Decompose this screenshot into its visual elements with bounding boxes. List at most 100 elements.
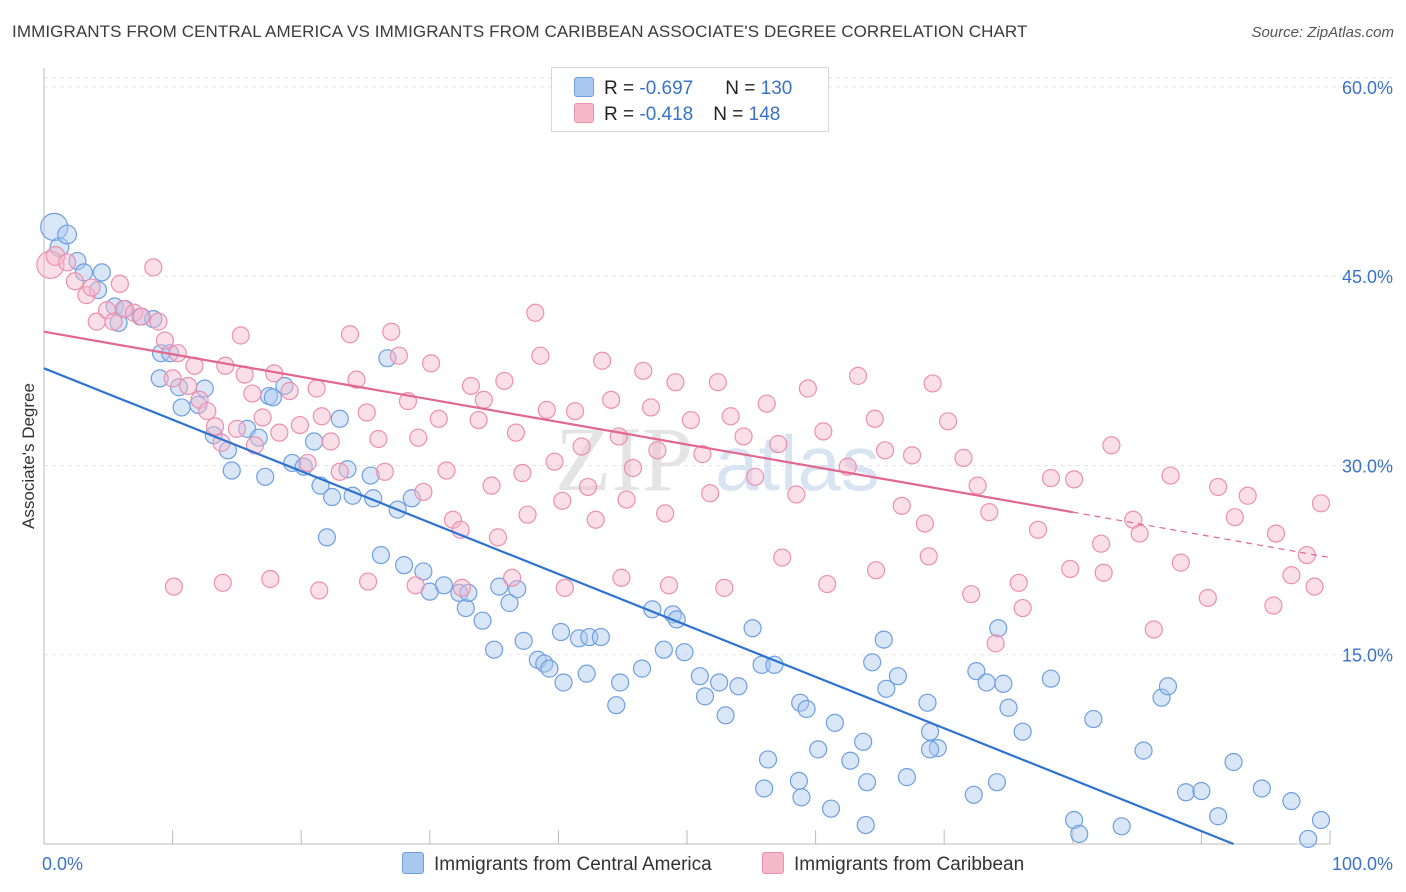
data-point-pink: [537, 400, 556, 420]
data-point-pink: [495, 371, 514, 391]
data-point-pink: [144, 258, 163, 277]
data-point-blue: [402, 489, 421, 508]
data-point-blue: [710, 673, 729, 692]
data-point-pink: [1264, 596, 1283, 615]
data-point-blue: [222, 461, 241, 480]
data-point-blue: [92, 263, 111, 282]
data-point-blue: [964, 785, 983, 804]
data-point-blue: [854, 732, 873, 751]
data-point-blue: [330, 409, 349, 428]
chart-title: IMMIGRANTS FROM CENTRAL AMERICA VS IMMIG…: [12, 22, 1028, 41]
data-point-blue: [1064, 810, 1084, 830]
data-point-pink: [1009, 573, 1028, 592]
data-point-pink: [307, 379, 326, 398]
data-point-pink: [389, 346, 409, 365]
data-point-pink: [298, 453, 317, 473]
axes: [43, 68, 1331, 845]
data-point-blue: [928, 739, 947, 758]
data-point-pink: [612, 568, 631, 587]
data-point-pink: [681, 410, 700, 430]
data-point-blue: [758, 750, 778, 769]
data-point-pink: [375, 462, 394, 481]
data-point-blue: [514, 631, 533, 650]
data-point-pink: [340, 325, 360, 344]
data-point-blue: [361, 466, 380, 485]
data-point-pink: [555, 578, 574, 597]
data-point-pink: [666, 373, 685, 392]
data-point-pink: [818, 574, 837, 594]
data-point-blue: [690, 667, 709, 686]
data-point-pink: [693, 445, 712, 464]
data-point-blue: [1192, 781, 1211, 801]
data-point-blue: [57, 224, 78, 245]
data-point-pink: [132, 307, 151, 326]
data-point-pink: [578, 477, 598, 497]
data-point-pink: [962, 585, 981, 604]
data-point-pink: [503, 568, 522, 587]
legend-item-caribbean[interactable]: Immigrants from Caribbean: [762, 852, 1024, 876]
data-point-pink: [701, 484, 720, 503]
data-point-blue: [1041, 669, 1061, 688]
data-point-blue: [456, 598, 475, 618]
data-point-blue: [322, 487, 342, 507]
data-point-blue: [654, 640, 673, 659]
data-point-pink: [231, 326, 250, 345]
data-point-blue: [789, 771, 808, 791]
data-point-blue: [1070, 824, 1089, 844]
data-point-blue: [535, 654, 554, 673]
legend-swatch-blue: [402, 852, 424, 874]
data-point-blue: [434, 576, 454, 595]
legend-swatch-pink: [762, 852, 784, 874]
data-point-blue: [378, 349, 397, 368]
correlation-legend: R = -0.697 N = 130 R = -0.418 N = 148: [551, 67, 829, 132]
data-point-pink: [205, 417, 225, 436]
data-point-blue: [888, 667, 908, 686]
data-point-pink: [1102, 436, 1121, 455]
data-point-blue: [304, 432, 324, 451]
data-point-blue: [508, 580, 527, 599]
data-point-pink: [602, 390, 621, 409]
data-point-pink: [553, 491, 572, 510]
watermark: ZIP atlas: [555, 408, 880, 510]
data-point-blue: [1176, 783, 1196, 802]
data-point-pink: [280, 381, 299, 401]
data-point-pink: [656, 504, 675, 523]
data-point-pink: [773, 548, 792, 567]
data-point-pink: [1266, 524, 1286, 543]
data-point-pink: [429, 409, 448, 428]
data-point-blue: [485, 640, 504, 659]
data-point-blue: [317, 528, 337, 547]
y-tick-label: 60.0%: [1342, 78, 1393, 98]
data-point-blue: [500, 593, 519, 613]
data-point-pink: [526, 303, 545, 322]
data-point-pink: [757, 394, 776, 413]
legend-item-central-america[interactable]: Immigrants from Central America: [402, 852, 712, 876]
data-point-pink: [506, 423, 526, 442]
data-point-pink: [1144, 620, 1163, 639]
data-point-blue: [490, 577, 509, 596]
y-tick-label: 45.0%: [1342, 267, 1393, 287]
data-point-pink: [149, 312, 168, 331]
data-point-blue: [825, 713, 844, 732]
y-axis-label: Associate's Degree: [19, 383, 38, 529]
legend-swatch-pink: [574, 103, 594, 123]
data-point-blue: [863, 653, 882, 672]
data-point-pink: [482, 476, 501, 495]
legend-label: Immigrants from Central America: [434, 854, 712, 875]
data-point-pink: [310, 581, 329, 600]
trend-line-central-america: [43, 367, 1234, 846]
data-point-pink: [968, 476, 987, 495]
data-point-blue: [1224, 752, 1243, 772]
data-point-pink: [36, 250, 65, 280]
data-point-pink: [347, 370, 366, 389]
data-point-blue: [797, 699, 816, 719]
data-point-pink: [243, 384, 262, 403]
data-point-pink: [1198, 588, 1217, 608]
data-point-pink: [357, 403, 376, 422]
data-point-pink: [938, 412, 958, 431]
r-label: R =: [604, 78, 640, 99]
data-point-pink: [321, 432, 340, 451]
data-point-pink: [414, 482, 433, 502]
data-point-blue: [999, 698, 1018, 717]
y-tick-label: 15.0%: [1342, 646, 1393, 666]
